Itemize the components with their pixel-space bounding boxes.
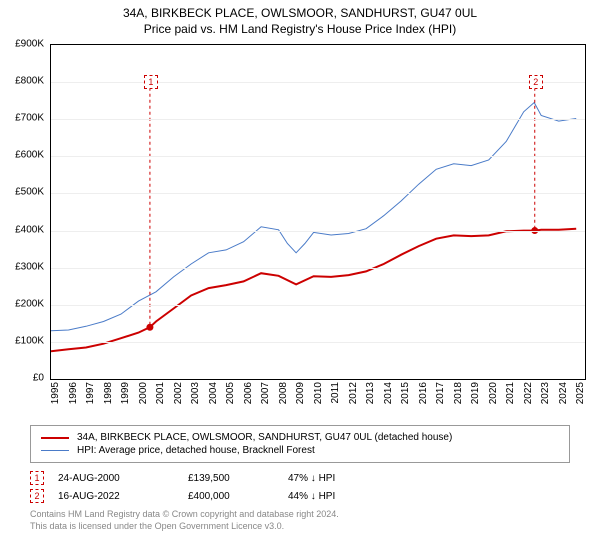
x-axis: 1995 1996 1997 1998 1999 2000 2001 2002 2003 2004… bbox=[50, 380, 586, 420]
y-tick-label: £600K bbox=[15, 150, 44, 161]
x-tick-label: 2001 bbox=[155, 382, 166, 404]
chart-area: £0 £100K £200K £300K £400K £500K £600K £700K £80… bbox=[0, 44, 600, 419]
legend-label: HPI: Average price, detached house, Brac… bbox=[77, 445, 315, 456]
x-tick-label: 2018 bbox=[453, 382, 464, 404]
transaction-marker: 2 bbox=[30, 489, 44, 503]
title-address: 34A, BIRKBECK PLACE, OWLSMOOR, SANDHURST… bbox=[0, 6, 600, 22]
x-tick-label: 2011 bbox=[330, 382, 341, 404]
y-tick-label: £400K bbox=[15, 224, 44, 235]
transaction-row: 1 24-AUG-2000£139,50047% ↓ HPI bbox=[30, 471, 570, 485]
x-tick-label: 2003 bbox=[190, 382, 201, 404]
gridline bbox=[51, 342, 585, 343]
x-tick-label: 2009 bbox=[295, 382, 306, 404]
x-tick-label: 2000 bbox=[138, 382, 149, 404]
legend-swatch bbox=[41, 450, 69, 451]
y-tick-label: £500K bbox=[15, 187, 44, 198]
transaction-row: 2 16-AUG-2022£400,00044% ↓ HPI bbox=[30, 489, 570, 503]
x-tick-label: 2022 bbox=[523, 382, 534, 404]
marker-box: 2 bbox=[529, 75, 543, 89]
series-price_paid bbox=[51, 229, 576, 352]
x-tick-label: 2023 bbox=[540, 382, 551, 404]
x-tick-label: 1998 bbox=[103, 382, 114, 404]
y-tick-label: £200K bbox=[15, 298, 44, 309]
x-tick-label: 2006 bbox=[243, 382, 254, 404]
transactions-table: 1 24-AUG-2000£139,50047% ↓ HPI 2 16-AUG-202… bbox=[30, 471, 570, 503]
chart-container: 34A, BIRKBECK PLACE, OWLSMOOR, SANDHURST… bbox=[0, 0, 600, 560]
title-block: 34A, BIRKBECK PLACE, OWLSMOOR, SANDHURST… bbox=[0, 0, 600, 37]
footnote-line-2: This data is licensed under the Open Gov… bbox=[30, 521, 570, 533]
x-tick-label: 1996 bbox=[68, 382, 79, 404]
y-tick-label: £900K bbox=[15, 39, 44, 50]
y-tick-label: £300K bbox=[15, 261, 44, 272]
x-tick-label: 2017 bbox=[435, 382, 446, 404]
x-tick-label: 2007 bbox=[260, 382, 271, 404]
gridline bbox=[51, 231, 585, 232]
x-tick-label: 1997 bbox=[85, 382, 96, 404]
x-tick-label: 2025 bbox=[575, 382, 586, 404]
transaction-hpi-delta: 47% ↓ HPI bbox=[288, 473, 388, 484]
series-hpi bbox=[51, 103, 576, 331]
gridline bbox=[51, 305, 585, 306]
legend-label: 34A, BIRKBECK PLACE, OWLSMOOR, SANDHURST… bbox=[77, 432, 452, 443]
footnote-line-1: Contains HM Land Registry data © Crown c… bbox=[30, 509, 570, 521]
x-tick-label: 2005 bbox=[225, 382, 236, 404]
x-tick-label: 2004 bbox=[208, 382, 219, 404]
x-tick-label: 2010 bbox=[313, 382, 324, 404]
y-axis: £0£100K£200K£300K£400K£500K£600K£700K£80… bbox=[0, 44, 46, 380]
legend-swatch bbox=[41, 437, 69, 439]
x-tick-label: 2019 bbox=[470, 382, 481, 404]
x-tick-label: 2012 bbox=[348, 382, 359, 404]
x-tick-label: 2014 bbox=[383, 382, 394, 404]
y-tick-label: £100K bbox=[15, 335, 44, 346]
legend-box: 34A, BIRKBECK PLACE, OWLSMOOR, SANDHURST… bbox=[30, 425, 570, 463]
transaction-price: £139,500 bbox=[188, 473, 288, 484]
transaction-date: 24-AUG-2000 bbox=[58, 473, 188, 484]
x-tick-label: 2002 bbox=[173, 382, 184, 404]
transaction-hpi-delta: 44% ↓ HPI bbox=[288, 491, 388, 502]
legend-row: 34A, BIRKBECK PLACE, OWLSMOOR, SANDHURST… bbox=[41, 432, 559, 443]
y-tick-label: £0 bbox=[33, 373, 44, 384]
gridline bbox=[51, 119, 585, 120]
title-subtitle: Price paid vs. HM Land Registry's House … bbox=[0, 22, 600, 38]
footnote: Contains HM Land Registry data © Crown c… bbox=[30, 509, 570, 532]
line-svg bbox=[51, 45, 585, 379]
x-tick-label: 2024 bbox=[558, 382, 569, 404]
transaction-price: £400,000 bbox=[188, 491, 288, 502]
gridline bbox=[51, 82, 585, 83]
marker-box: 1 bbox=[144, 75, 158, 89]
y-tick-label: £700K bbox=[15, 113, 44, 124]
x-tick-label: 2021 bbox=[505, 382, 516, 404]
y-tick-label: £800K bbox=[15, 76, 44, 87]
x-tick-label: 2015 bbox=[400, 382, 411, 404]
x-tick-label: 2013 bbox=[365, 382, 376, 404]
legend-row: HPI: Average price, detached house, Brac… bbox=[41, 445, 559, 456]
x-tick-label: 1999 bbox=[120, 382, 131, 404]
plot-area: 12 bbox=[50, 44, 586, 380]
x-tick-label: 2008 bbox=[278, 382, 289, 404]
marker-dot bbox=[146, 324, 153, 331]
transaction-date: 16-AUG-2022 bbox=[58, 491, 188, 502]
gridline bbox=[51, 268, 585, 269]
transaction-marker: 1 bbox=[30, 471, 44, 485]
legend-area: 34A, BIRKBECK PLACE, OWLSMOOR, SANDHURST… bbox=[30, 425, 570, 532]
gridline bbox=[51, 156, 585, 157]
x-tick-label: 1995 bbox=[50, 382, 61, 404]
x-tick-label: 2016 bbox=[418, 382, 429, 404]
gridline bbox=[51, 193, 585, 194]
x-tick-label: 2020 bbox=[488, 382, 499, 404]
